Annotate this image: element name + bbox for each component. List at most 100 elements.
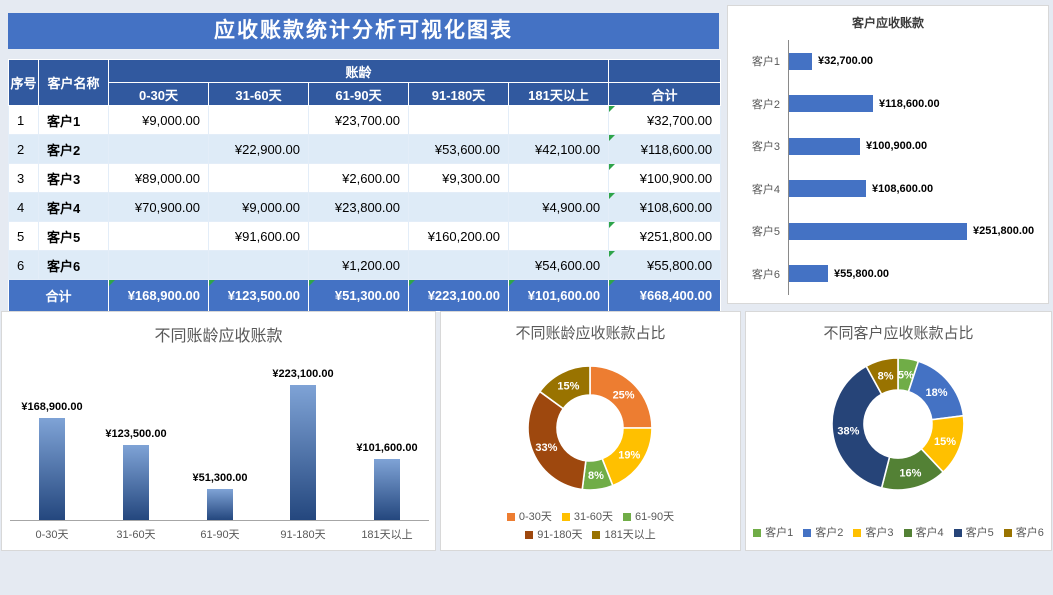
col-header-total[interactable]: 合计 xyxy=(608,82,722,106)
legend-item: 91-180天 xyxy=(525,527,582,543)
col-header-aging-4[interactable]: 181天以上 xyxy=(507,82,610,106)
cell-aging-value-4[interactable]: ¥4,900.00 xyxy=(507,192,610,222)
cell-total-aging-3[interactable]: ¥223,100.00 xyxy=(408,279,509,312)
bar xyxy=(789,265,828,283)
cell-row-number[interactable]: 6 xyxy=(8,250,39,280)
cell-total-aging-2[interactable]: ¥51,300.00 xyxy=(308,279,409,312)
value-label: ¥100,900.00 xyxy=(866,140,928,153)
table-header: 序号 客户名称 账龄 0-30天 31-60天 61-90天 91-180天 1… xyxy=(8,59,722,106)
cell-row-number[interactable]: 2 xyxy=(8,134,39,164)
bar xyxy=(789,52,812,70)
col-header-aging-3[interactable]: 91-180天 xyxy=(408,82,509,106)
cell-row-total[interactable]: ¥251,800.00 xyxy=(608,221,722,251)
cell-total-aging-0[interactable]: ¥168,900.00 xyxy=(108,279,209,312)
col-header-aging-spacer[interactable] xyxy=(608,59,722,83)
slice-percentage-label: 25% xyxy=(613,389,635,401)
cell-aging-value-2[interactable] xyxy=(308,221,409,251)
slice-percentage-label: 38% xyxy=(837,425,859,437)
category-label: 0-30天 xyxy=(35,529,69,541)
bar-row: 客户4 ¥108,600.00 xyxy=(738,167,1042,210)
cell-total-label[interactable]: 合计 xyxy=(8,279,109,312)
cell-aging-value-3[interactable]: ¥160,200.00 xyxy=(408,221,509,251)
cell-aging-value-0[interactable]: ¥9,000.00 xyxy=(108,105,209,135)
cell-customer-name[interactable]: 客户2 xyxy=(38,134,109,164)
legend-label: 客户6 xyxy=(1015,527,1044,539)
chart-title: 不同账龄应收账款 xyxy=(154,328,283,345)
chart-legend: 客户1 客户2 客户3 客户4 客户5 客户6 xyxy=(746,524,1051,542)
col-header-customer[interactable]: 客户名称 xyxy=(38,59,109,106)
legend-label: 181天以上 xyxy=(604,529,656,541)
cell-row-number[interactable]: 3 xyxy=(8,163,39,193)
cell-row-total[interactable]: ¥32,700.00 xyxy=(608,105,722,135)
cell-aging-value-3[interactable]: ¥53,600.00 xyxy=(408,134,509,164)
cell-aging-value-1[interactable] xyxy=(208,105,309,135)
bar xyxy=(39,418,65,520)
cell-aging-value-3[interactable] xyxy=(408,250,509,280)
value-label: ¥168,900.00 xyxy=(21,401,83,413)
legend-label: 客户3 xyxy=(865,527,894,539)
cell-aging-value-2[interactable]: ¥23,700.00 xyxy=(308,105,409,135)
value-label: ¥118,600.00 xyxy=(879,97,940,110)
legend-label: 客户2 xyxy=(815,527,844,539)
table-total-row: 合计 ¥168,900.00 ¥123,500.00 ¥51,300.00 ¥223,1… xyxy=(8,279,722,312)
cell-row-number[interactable]: 5 xyxy=(8,221,39,251)
cell-total-aging-1[interactable]: ¥123,500.00 xyxy=(208,279,309,312)
legend-item: 客户4 xyxy=(903,525,944,541)
cell-customer-name[interactable]: 客户5 xyxy=(38,221,109,251)
cell-row-total[interactable]: ¥108,600.00 xyxy=(608,192,722,222)
cell-customer-name[interactable]: 客户3 xyxy=(38,163,109,193)
cell-aging-value-1[interactable]: ¥91,600.00 xyxy=(208,221,309,251)
cell-customer-name[interactable]: 客户1 xyxy=(38,105,109,135)
cell-row-number[interactable]: 4 xyxy=(8,192,39,222)
cell-row-total[interactable]: ¥100,900.00 xyxy=(608,163,722,193)
cell-aging-value-2[interactable]: ¥23,800.00 xyxy=(308,192,409,222)
cell-aging-value-2[interactable]: ¥1,200.00 xyxy=(308,250,409,280)
cell-grand-total[interactable]: ¥668,400.00 xyxy=(608,279,722,312)
cell-aging-value-4[interactable] xyxy=(507,221,610,251)
cell-aging-value-0[interactable] xyxy=(108,250,209,280)
horizontal-bar-plot: 客户1 ¥32,700.00 客户2 ¥118,600.00 客户3 ¥100,900.0… xyxy=(738,40,1042,295)
cell-aging-value-2[interactable]: ¥2,600.00 xyxy=(308,163,409,193)
legend-item: 31-60天 xyxy=(561,509,613,525)
cell-aging-value-1[interactable]: ¥9,000.00 xyxy=(208,192,309,222)
cell-aging-value-0[interactable] xyxy=(108,134,209,164)
bar xyxy=(374,459,400,520)
cell-aging-value-4[interactable] xyxy=(507,105,610,135)
col-header-aging-0[interactable]: 0-30天 xyxy=(108,82,209,106)
cell-row-number[interactable]: 1 xyxy=(8,105,39,135)
legend-swatch xyxy=(561,513,570,521)
cell-aging-value-4[interactable] xyxy=(507,163,610,193)
legend-item: 客户1 xyxy=(753,525,793,541)
cell-row-total[interactable]: ¥118,600.00 xyxy=(608,134,722,164)
col-header-aging-2[interactable]: 61-90天 xyxy=(308,82,409,106)
cell-aging-value-1[interactable] xyxy=(208,250,309,280)
legend-item: 客户3 xyxy=(853,525,894,541)
cell-aging-value-0[interactable] xyxy=(108,221,209,251)
cell-aging-value-3[interactable] xyxy=(408,105,509,135)
bar-track: ¥32,700.00 xyxy=(788,40,1042,83)
aging-donut-chart: 25% 19% 8% 33% 15% xyxy=(527,365,653,491)
value-label: ¥123,500.00 xyxy=(105,428,167,440)
cell-aging-value-1[interactable] xyxy=(208,163,309,193)
cell-total-aging-4[interactable]: ¥101,600.00 xyxy=(507,279,610,312)
col-header-no[interactable]: 序号 xyxy=(8,59,39,106)
legend-label: 91-180天 xyxy=(537,529,583,541)
cell-aging-value-3[interactable] xyxy=(408,192,509,222)
cell-customer-name[interactable]: 客户6 xyxy=(38,250,109,280)
slice-percentage-label: 33% xyxy=(535,442,557,454)
cell-aging-value-0[interactable]: ¥89,000.00 xyxy=(108,163,209,193)
category-label: 客户1 xyxy=(751,56,780,69)
cell-aging-value-4[interactable]: ¥54,600.00 xyxy=(507,250,610,280)
cell-aging-value-2[interactable] xyxy=(308,134,409,164)
value-label: ¥51,300.00 xyxy=(192,472,248,484)
legend-label: 客户1 xyxy=(765,527,794,539)
cell-aging-value-4[interactable]: ¥42,100.00 xyxy=(507,134,610,164)
cell-row-total[interactable]: ¥55,800.00 xyxy=(608,250,722,280)
legend-swatch xyxy=(1003,529,1012,537)
cell-aging-value-1[interactable]: ¥22,900.00 xyxy=(208,134,309,164)
col-header-aging[interactable]: 账龄 xyxy=(107,59,610,83)
cell-aging-value-3[interactable]: ¥9,300.00 xyxy=(408,163,509,193)
col-header-aging-1[interactable]: 31-60天 xyxy=(208,82,309,106)
cell-customer-name[interactable]: 客户4 xyxy=(38,192,109,222)
cell-aging-value-0[interactable]: ¥70,900.00 xyxy=(108,192,209,222)
